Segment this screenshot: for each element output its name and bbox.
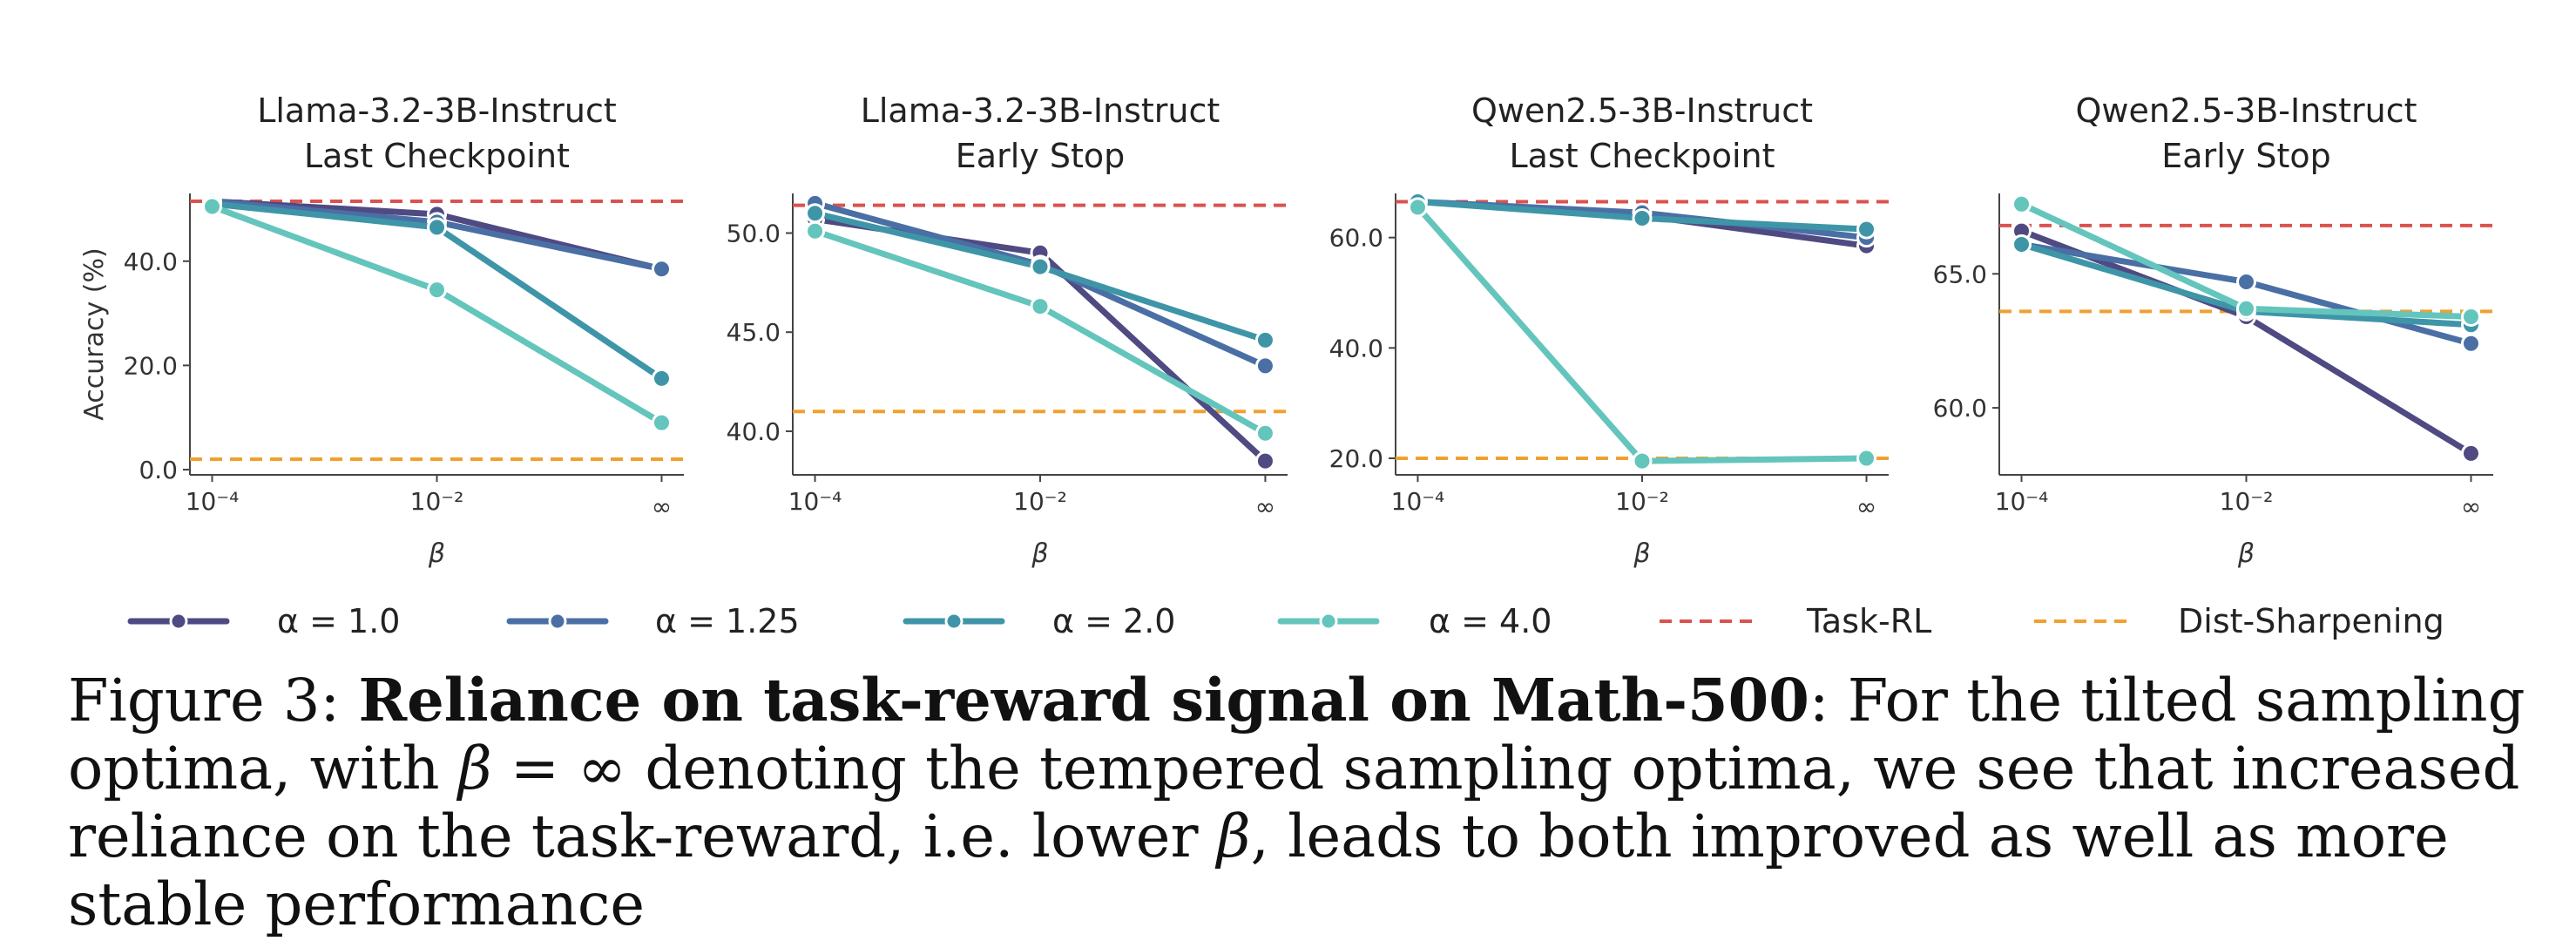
panel-title-line: Early Stop (2161, 137, 2330, 175)
legend-label: α = 4.0 (1429, 602, 1552, 640)
data-point (1030, 296, 1051, 317)
y-tick-label: 20.0 (124, 351, 178, 380)
caption-beta-2: β (1216, 802, 1251, 870)
x-axis-label: β (1031, 538, 1048, 569)
y-tick-label: 60.0 (1933, 394, 1987, 423)
data-point (651, 368, 672, 389)
data-point (2460, 443, 2481, 464)
legend-label: Task-RL (1806, 602, 1931, 640)
legend-marker (548, 612, 567, 631)
y-tick-label: 60.0 (1329, 224, 1383, 253)
data-point (1254, 355, 1275, 376)
caption-beta-1: β (457, 735, 492, 802)
caption-prefix: Figure 3: (68, 667, 359, 735)
watermark-logo (1925, 836, 2552, 915)
data-point (1407, 197, 1428, 218)
caption-part1: : For the tilted sampling optima, with (68, 667, 2525, 802)
figure-chart: 0.0 20.0 40.0 10⁻⁴ 10⁻² ∞ Llama-3.2-3B-Instruc… (79, 91, 2493, 640)
y-tick-label: 40.0 (124, 247, 178, 276)
x-axis-label: β (1633, 538, 1650, 569)
data-point (2236, 298, 2256, 319)
chart-panel-1: 0.0 20.0 40.0 10⁻⁴ 10⁻² ∞ Llama-3.2-3B-Instruc… (79, 91, 684, 569)
x-tick-label: 10⁻⁴ (788, 487, 842, 516)
x-axis-label: β (428, 538, 445, 569)
chart-panel-3: 20.0 40.0 60.0 10⁻⁴ 10⁻² ∞ Qwen2.5-3B-Instruct… (1329, 91, 1889, 569)
panel-title-line: Qwen2.5-3B-Instruct (1471, 91, 1813, 130)
data-point (651, 259, 672, 280)
x-tick-label: 10⁻² (2220, 487, 2274, 516)
legend-label: α = 1.0 (277, 602, 400, 640)
data-point (2011, 193, 2032, 214)
x-tick-label: 10⁻² (410, 487, 464, 516)
chart-panel-2: 40.0 45.0 50.0 10⁻⁴ 10⁻² ∞ Llama-3.2-3B-Instru… (727, 91, 1288, 569)
panel-title-line: Llama-3.2-3B-Instruct (861, 91, 1220, 130)
x-tick-label: 10⁻⁴ (1995, 487, 2049, 516)
x-tick-label: 10⁻⁴ (186, 487, 240, 516)
x-tick-label: ∞ (652, 492, 672, 521)
data-point (1254, 450, 1275, 471)
y-tick-label: 65.0 (1933, 260, 1987, 288)
caption-part2: = ∞ denoting the tempered sampling optim… (68, 735, 2520, 870)
panel-title-line: Last Checkpoint (304, 137, 570, 175)
data-point (202, 196, 223, 217)
data-point (2460, 307, 2481, 328)
data-point (2011, 234, 2032, 254)
data-point (427, 217, 447, 238)
y-tick-label: 45.0 (727, 318, 781, 347)
data-point (1632, 450, 1653, 471)
data-point (2236, 272, 2256, 293)
data-point (1856, 219, 1877, 240)
legend-label: Dist-Sharpening (2178, 602, 2444, 640)
data-point (1030, 256, 1051, 277)
data-point (651, 412, 672, 433)
data-point (2460, 333, 2481, 354)
x-tick-label: ∞ (1856, 492, 1876, 521)
data-point (427, 280, 447, 301)
x-tick-label: 10⁻⁴ (1391, 487, 1445, 516)
y-tick-label: 40.0 (727, 417, 781, 446)
x-tick-label: ∞ (1255, 492, 1275, 521)
y-tick-label: 40.0 (1329, 334, 1383, 362)
legend-marker (1319, 612, 1338, 631)
caption-bold-title: Reliance on task-reward signal on Math-5… (358, 666, 1809, 735)
panel-title-line: Early Stop (956, 137, 1125, 175)
legend-label: α = 2.0 (1052, 602, 1175, 640)
data-point (1632, 208, 1653, 228)
legend-label: α = 1.25 (655, 602, 800, 640)
y-tick-label: 50.0 (727, 219, 781, 247)
legend-marker (944, 612, 963, 631)
caption-part3: , leads to both improved as well as more… (68, 802, 2449, 938)
series-line-alpha-4 (1414, 204, 1870, 464)
y-tick-label: 0.0 (139, 456, 178, 484)
data-point (805, 203, 826, 224)
panel-title-line: Last Checkpoint (1509, 137, 1775, 175)
legend-marker (169, 612, 188, 631)
figure-caption: Figure 3: Reliance on task-reward signal… (68, 666, 2551, 939)
x-axis-label: β (2237, 538, 2255, 569)
data-point (1254, 329, 1275, 350)
data-point (805, 220, 826, 241)
y-tick-label: 20.0 (1329, 444, 1383, 473)
chart-panel-4: 60.0 65.0 10⁻⁴ 10⁻² ∞ Qwen2.5-3B-Instruct Earl… (1933, 91, 2493, 569)
x-tick-label: ∞ (2461, 492, 2481, 521)
panel-title-line: Llama-3.2-3B-Instruct (257, 91, 617, 130)
data-point (1254, 423, 1275, 443)
x-tick-label: 10⁻² (1013, 487, 1067, 516)
chart-legend: α = 1.0 α = 1.25 α = 2.0 α = 4.0 Task-RL Dist… (127, 602, 2444, 640)
x-tick-label: 10⁻² (1615, 487, 1669, 516)
y-axis-label: Accuracy (%) (79, 247, 110, 420)
series-line-alpha-4 (209, 203, 665, 426)
panel-title-line: Qwen2.5-3B-Instruct (2075, 91, 2417, 130)
data-point (1856, 448, 1877, 469)
